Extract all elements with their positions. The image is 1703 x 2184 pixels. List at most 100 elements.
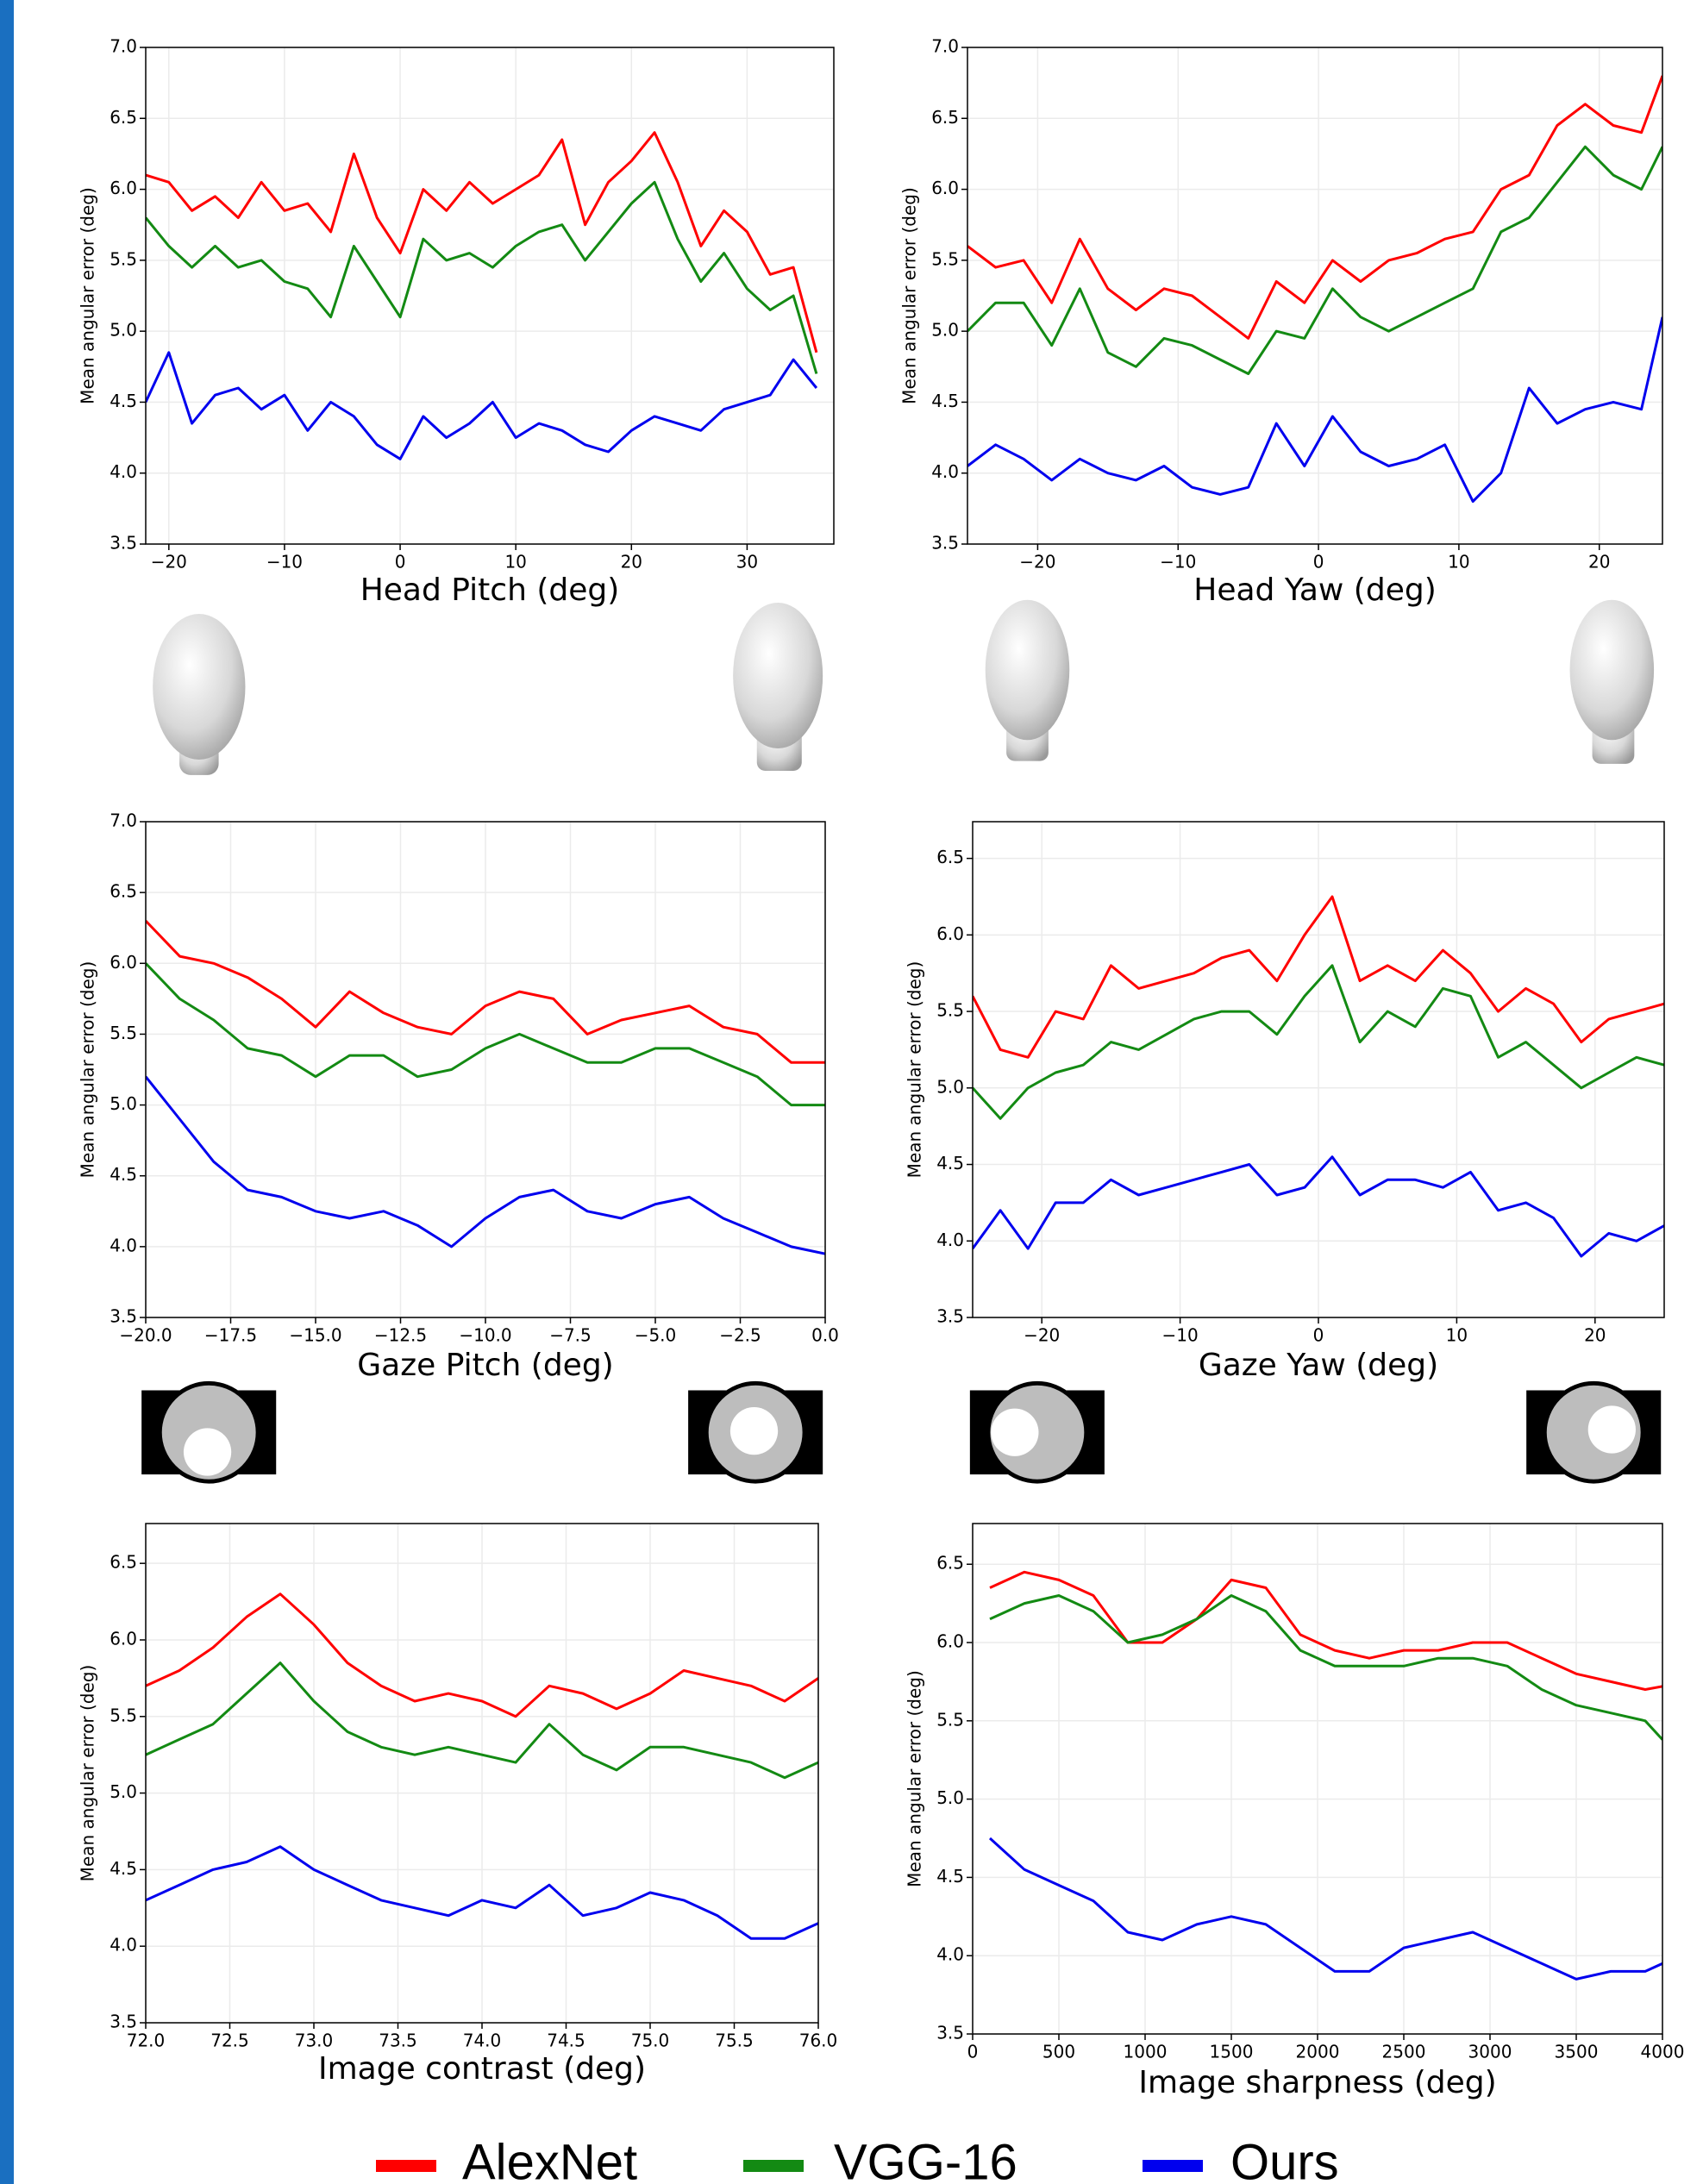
y-tick-label: 6.5 <box>110 881 137 902</box>
y-tick-label: 6.0 <box>936 1631 964 1652</box>
plot: 3.5 4.0 4.5 5.0 5.5 6.0 6.5 7.0 −20 −10 0 10 20 30 Hea… <box>78 36 835 608</box>
series-line <box>146 131 818 354</box>
x-tick-label: 10 <box>1446 1325 1468 1346</box>
x-tick-label: 72.5 <box>210 2031 249 2051</box>
y-axis-label: Mean angular error (deg) <box>78 187 98 404</box>
x-tick-label: −15.0 <box>289 1325 341 1346</box>
x-axis-label: Head Pitch (deg) <box>360 573 620 608</box>
eye-icon <box>688 1380 823 1484</box>
series-line <box>146 1593 818 1718</box>
plot-frame <box>145 1523 819 2024</box>
x-tick-label: −12.5 <box>374 1325 427 1346</box>
y-tick-label: 3.5 <box>936 1306 964 1327</box>
series-line <box>973 1155 1664 1258</box>
y-tick-label: 6.5 <box>936 1553 964 1574</box>
plot-frame <box>967 47 1663 545</box>
y-tick-label: 6.0 <box>110 178 137 198</box>
plot: 3.5 4.0 4.5 5.0 5.5 6.0 6.5 0 500 1000 1500 2000 250… <box>905 1523 1685 2100</box>
plot: 3.5 4.0 4.5 5.0 5.5 6.0 6.5 7.0 −20.0 −17.5 −15.0 −… <box>78 810 839 1384</box>
y-tick-label: 4.0 <box>936 1944 964 1965</box>
x-axis-label: Gaze Pitch (deg) <box>357 1348 613 1383</box>
x-tick-label: −2.5 <box>719 1325 761 1346</box>
y-tick-label: 5.5 <box>110 1023 137 1043</box>
y-axis-label: Mean angular error (deg) <box>905 961 925 1179</box>
x-tick-label: 10 <box>1448 552 1469 573</box>
series-line <box>146 1661 818 1780</box>
x-tick-label: 10 <box>504 552 526 573</box>
series-line <box>988 1837 1662 1981</box>
x-tick-label: 20 <box>1584 1325 1606 1346</box>
x-tick-label: 75.5 <box>715 2031 754 2051</box>
series-line <box>146 1075 825 1255</box>
x-tick-label: 0 <box>1313 552 1324 573</box>
y-tick-label: 3.5 <box>936 2023 964 2043</box>
y-tick-label: 5.0 <box>936 1787 964 1808</box>
x-axis-label: Image sharpness (deg) <box>1138 2065 1496 2100</box>
plot-frame <box>145 47 835 545</box>
x-tick-label: −10 <box>266 552 303 573</box>
x-tick-label: 3000 <box>1468 2042 1512 2062</box>
x-tick-label: 74.5 <box>547 2031 585 2051</box>
y-tick-label: 5.5 <box>936 1709 964 1730</box>
x-tick-label: −20 <box>1019 552 1055 573</box>
eye-icon <box>969 1380 1105 1484</box>
eye-icon <box>141 1380 277 1484</box>
x-tick-label: 4000 <box>1641 2042 1685 2062</box>
x-tick-label: 20 <box>621 552 642 573</box>
series-line <box>146 919 825 1064</box>
y-tick-label: 3.5 <box>110 2012 137 2032</box>
x-tick-label: 0 <box>1313 1325 1324 1346</box>
x-axis-label: Image contrast (deg) <box>318 2051 646 2087</box>
x-tick-label: 73.0 <box>295 2031 334 2051</box>
x-tick-label: −5.0 <box>635 1325 677 1346</box>
legend-swatch <box>743 2160 804 2172</box>
y-tick-label: 5.0 <box>110 320 137 341</box>
series-line <box>146 962 825 1107</box>
x-axis-label: Head Yaw (deg) <box>1193 573 1437 608</box>
y-tick-label: 6.0 <box>110 952 137 973</box>
x-tick-label: 0 <box>395 552 406 573</box>
x-tick-label: 73.5 <box>379 2031 417 2051</box>
x-axis-label: Gaze Yaw (deg) <box>1199 1348 1438 1383</box>
y-tick-label: 6.5 <box>931 107 959 128</box>
y-tick-label: 7.0 <box>110 810 137 831</box>
face-icon <box>985 599 1070 761</box>
face-icon <box>153 613 246 775</box>
x-tick-label: 3500 <box>1555 2042 1599 2062</box>
y-tick-label: 3.5 <box>931 533 959 554</box>
legend-label: AlexNet <box>462 2134 637 2184</box>
y-tick-label: 3.5 <box>110 1306 137 1327</box>
y-axis-label: Mean angular error (deg) <box>78 961 98 1179</box>
series-line <box>146 351 818 460</box>
y-tick-label: 6.5 <box>110 1552 137 1573</box>
plot: 3.5 4.0 4.5 5.0 5.5 6.0 6.5 −20 −10 0 10 20 Gaze Yaw… <box>905 821 1665 1383</box>
y-tick-label: 6.0 <box>936 923 964 944</box>
series-line <box>967 145 1662 375</box>
y-tick-label: 4.5 <box>110 1858 137 1879</box>
y-tick-label: 6.0 <box>931 178 959 198</box>
legend-swatch <box>1143 2160 1203 2172</box>
plot: 3.5 4.0 4.5 5.0 5.5 6.0 6.5 7.0 −20 −10 0 10 20 Head … <box>899 36 1663 608</box>
series-line <box>967 75 1662 340</box>
series-line <box>973 895 1664 1059</box>
series-line <box>146 180 818 374</box>
legend-label: VGG-16 <box>834 2134 1017 2184</box>
series-line <box>989 1594 1662 1741</box>
y-tick-label: 6.5 <box>936 847 964 867</box>
x-tick-label: 2500 <box>1382 2042 1426 2062</box>
x-tick-label: −10 <box>1161 1325 1198 1346</box>
x-tick-label: 1000 <box>1124 2042 1168 2062</box>
y-tick-label: 7.0 <box>931 36 959 57</box>
y-tick-label: 4.5 <box>931 391 959 411</box>
series-line <box>973 964 1664 1120</box>
side-stripe <box>0 0 14 2184</box>
x-tick-label: −20.0 <box>119 1325 172 1346</box>
face-icon <box>1569 599 1655 764</box>
y-axis-label: Mean angular error (deg) <box>78 1665 98 1882</box>
x-tick-label: 0.0 <box>811 1325 839 1346</box>
y-tick-label: 5.0 <box>110 1093 137 1114</box>
x-tick-label: 1500 <box>1210 2042 1254 2062</box>
y-tick-label: 4.5 <box>110 1164 137 1185</box>
